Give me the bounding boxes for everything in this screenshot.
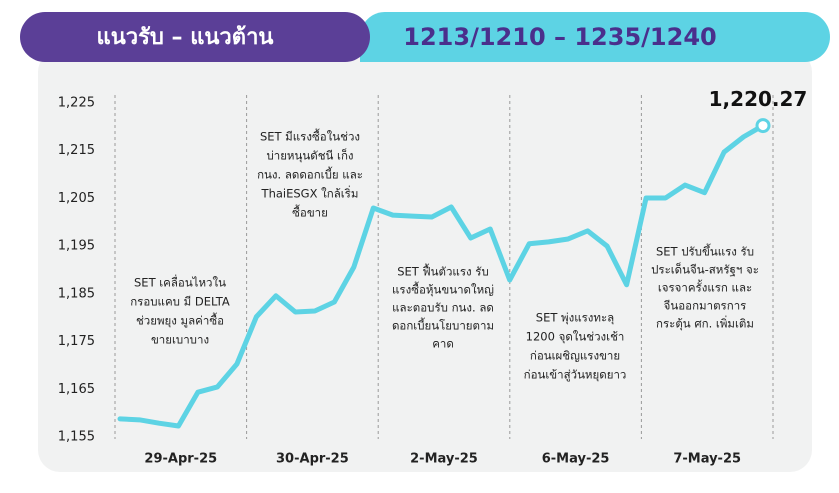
annotation: SET เคลื่อนไหวใน [134, 275, 226, 290]
annotation: และตอบรับ กนง. ลด [392, 301, 494, 315]
annotation: ขายเบาบาง [151, 333, 209, 347]
annotation: กนง. ลดดอกเบี้ย และ [257, 167, 363, 182]
price-line [117, 123, 766, 429]
annotation: SET มีแรงซื้อในช่วง [260, 129, 360, 144]
annotation: คาด [432, 337, 454, 351]
y-tick-label: 1,165 [58, 382, 95, 397]
y-tick-label: 1,195 [58, 239, 95, 254]
x-tick-label: 29-Apr-25 [144, 452, 217, 467]
y-tick-label: 1,175 [58, 334, 95, 349]
annotation: ThaiESGX ใกล้เริ่ม [261, 186, 359, 201]
chart-card [38, 50, 812, 472]
y-tick-label: 1,185 [58, 286, 95, 301]
annotation: ก่อนเข้าสู่วันหยุดยาว [524, 368, 627, 382]
annotation: SET ฟื้นตัวแรง รับ [397, 264, 489, 279]
subtitle-band [360, 12, 830, 62]
annotation: กรอบแคบ มี DELTA [130, 295, 230, 309]
title-pill [20, 12, 370, 62]
annotation: เจรจาครั้งแรก และ [658, 280, 752, 295]
y-tick-label: 1,215 [58, 143, 95, 158]
chart-title: แนวรับ – แนวต้าน [97, 25, 274, 50]
annotation: จีนออกมาตรการ [663, 299, 746, 313]
annotation: ช่วยพยุง มูลค่าซื้อ [136, 313, 224, 328]
end-point [755, 118, 771, 134]
x-tick-label: 30-Apr-25 [276, 452, 349, 467]
annotation: 1200 จุดในช่วงเช้า [526, 330, 625, 344]
annotation: SET พุ่งแรงทะลุ [536, 311, 614, 325]
annotation: กระตุ้น ศก. เพิ่มเติม [656, 316, 754, 331]
annotation: SET ปรับขึ้นแรง รับ [656, 244, 754, 259]
x-tick-label: 6-May-25 [542, 452, 610, 467]
y-tick-label: 1,225 [58, 96, 95, 111]
annotation: ซื้อขาย [292, 205, 328, 220]
x-tick-label: 7-May-25 [673, 452, 741, 467]
annotation: ประเด็นจีน-สหรัฐฯ จะ [651, 262, 759, 277]
annotation: แรงซื้อหุ้นขนาดใหญ่ [392, 282, 494, 297]
annotation: ดอกเบี้ยนโยบายตาม [392, 318, 494, 333]
x-tick-label: 2-May-25 [410, 452, 478, 467]
annotation: ก่อนเผชิญแรงขาย [530, 349, 620, 363]
y-tick-label: 1,205 [58, 191, 95, 206]
end-label: 1,220.27 [709, 87, 808, 111]
annotation: บ่ายหนุนดัชนี เก็ง [266, 148, 353, 163]
y-tick-label: 1,155 [58, 430, 95, 445]
chart-subtitle: 1213/1210 – 1235/1240 [403, 23, 716, 51]
